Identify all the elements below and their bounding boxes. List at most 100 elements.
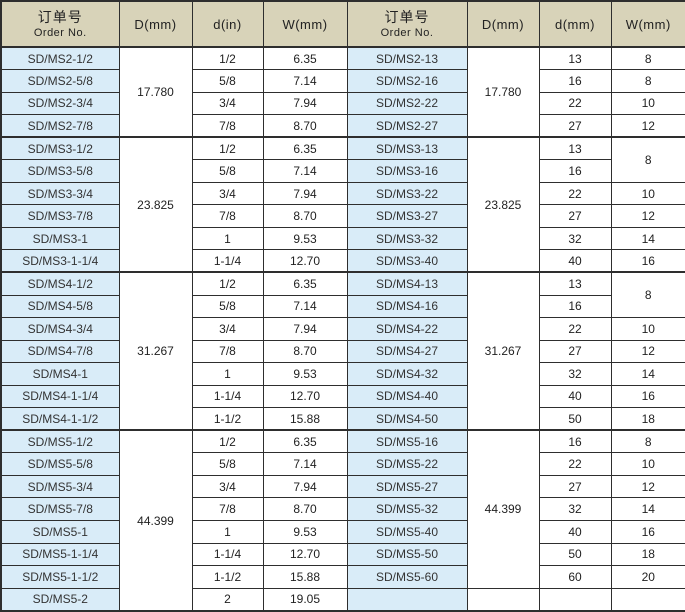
value-cell — [538, 587, 612, 612]
value-cell: 27 — [538, 114, 612, 138]
value-cell: 7.94 — [262, 317, 348, 341]
col-header-label: W(mm) — [282, 16, 328, 32]
order-no-cell: SD/MS3-5/8 — [0, 159, 120, 183]
table-row: SD/MS5-5/8 5/8 7.14 SD/MS5-22 22 10 — [0, 452, 685, 476]
col-header-d-mm-left: D(mm) — [118, 0, 193, 48]
order-no-cell: SD/MS4-27 — [346, 339, 468, 364]
order-no-cell: SD/MS5-1-1/4 — [0, 542, 120, 567]
order-no-cell: SD/MS3-13 — [346, 136, 468, 161]
order-no-cell: SD/MS5-1 — [0, 519, 120, 544]
value-cell: 16 — [610, 384, 685, 409]
value-cell: 8 — [610, 136, 685, 183]
value-cell: 6.35 — [262, 46, 348, 71]
order-no-cell: SD/MS2-5/8 — [0, 69, 120, 93]
order-no-cell: SD/MS2-3/4 — [0, 91, 120, 116]
value-cell: 5/8 — [191, 69, 264, 93]
value-cell: 12.70 — [262, 542, 348, 567]
value-cell: 1/2 — [191, 271, 264, 296]
order-no-cell: SD/MS2-27 — [346, 114, 468, 138]
value-cell: 13 — [538, 46, 612, 71]
col-header-zh-label: 订单号 — [384, 9, 430, 26]
value-cell: 7/8 — [191, 497, 264, 521]
value-cell: 23.825 — [466, 136, 540, 273]
value-cell: 12 — [610, 339, 685, 364]
order-no-cell: SD/MS4-1/2 — [0, 271, 120, 296]
order-no-cell: SD/MS4-5/8 — [0, 294, 120, 319]
order-no-cell: SD/MS4-1-1/2 — [0, 407, 120, 431]
value-cell: 3/4 — [191, 317, 264, 341]
order-no-cell: SD/MS5-22 — [346, 452, 468, 476]
col-header-d-mm: d(mm) — [538, 0, 612, 48]
value-cell: 7/8 — [191, 114, 264, 138]
value-cell: 22 — [538, 91, 612, 116]
value-cell: 16 — [538, 294, 612, 319]
value-cell: 32 — [538, 226, 612, 251]
order-no-cell: SD/MS4-3/4 — [0, 317, 120, 341]
value-cell: 40 — [538, 519, 612, 544]
value-cell: 6.35 — [262, 136, 348, 161]
value-cell: 15.88 — [262, 407, 348, 431]
order-no-cell: SD/MS4-32 — [346, 362, 468, 386]
col-header-label: d(mm) — [554, 16, 596, 32]
value-cell: 8.70 — [262, 497, 348, 521]
value-cell: 23.825 — [118, 136, 193, 273]
order-no-cell: SD/MS4-22 — [346, 317, 468, 341]
order-no-cell: SD/MS5-32 — [346, 497, 468, 521]
value-cell: 10 — [610, 91, 685, 116]
value-cell: 8 — [610, 271, 685, 319]
table-row: SD/MS5-3/4 3/4 7.94 SD/MS5-27 27 12 — [0, 474, 685, 499]
value-cell: 7.14 — [262, 159, 348, 183]
value-cell: 7.14 — [262, 69, 348, 93]
table-row: SD/MS3-1/2 23.825 1/2 6.35 SD/MS3-13 23.825 13… — [0, 136, 685, 273]
value-cell: 19.05 — [262, 587, 348, 612]
value-cell: 7.94 — [262, 181, 348, 206]
col-header-order-right: 订单号 Order No. — [346, 0, 468, 48]
table-body: SD/MS2-1/2 17.780 1/2 6.35 SD/MS2-13 17.780 13… — [0, 46, 685, 612]
value-cell: 2 — [191, 587, 264, 612]
value-cell: 1 — [191, 519, 264, 544]
order-no-cell: SD/MS5-40 — [346, 519, 468, 544]
value-cell: 16 — [538, 159, 612, 183]
order-no-cell: SD/MS3-1/2 — [0, 136, 120, 161]
table-row: SD/MS4-5/8 5/8 7.14 SD/MS4-16 16 — [0, 294, 685, 319]
value-cell: 5/8 — [191, 159, 264, 183]
value-cell: 50 — [538, 407, 612, 431]
value-cell: 16 — [610, 519, 685, 544]
value-cell: 8 — [610, 69, 685, 93]
value-cell: 8 — [610, 429, 685, 454]
value-cell: 22 — [538, 452, 612, 476]
value-cell: 50 — [538, 542, 612, 567]
value-cell: 7/8 — [191, 339, 264, 364]
value-cell: 32 — [538, 497, 612, 521]
table-row: SD/MS5-1/2 44.399 1/2 6.35 SD/MS5-16 44.399 16… — [0, 429, 685, 612]
table-header: 订单号 Order No. D(mm) d(in) W(mm) 订单号 Order No. D… — [0, 0, 685, 48]
order-no-cell: SD/MS3-40 — [346, 249, 468, 273]
table-row: SD/MS4-1-1/2 1-1/2 15.88 SD/MS4-50 50 18 — [0, 407, 685, 431]
col-header-label: W(mm) — [625, 16, 671, 32]
table-row: SD/MS5-1 1 9.53 SD/MS5-40 40 16 — [0, 519, 685, 544]
value-cell: 10 — [610, 452, 685, 476]
value-cell: 17.780 — [466, 46, 540, 138]
order-no-cell: SD/MS3-1-1/4 — [0, 249, 120, 273]
order-no-cell: SD/MS4-50 — [346, 407, 468, 431]
table-row: SD/MS4-3/4 3/4 7.94 SD/MS4-22 22 10 — [0, 317, 685, 341]
order-no-cell: SD/MS2-22 — [346, 91, 468, 116]
order-no-cell: SD/MS4-1-1/4 — [0, 384, 120, 409]
value-cell: 1/2 — [191, 429, 264, 454]
value-cell: 16 — [538, 69, 612, 93]
value-cell: 3/4 — [191, 91, 264, 116]
value-cell: 18 — [610, 407, 685, 431]
order-no-cell: SD/MS2-1/2 — [0, 46, 120, 71]
order-no-cell: SD/MS3-3/4 — [0, 181, 120, 206]
col-header-label: D(mm) — [481, 16, 525, 32]
value-cell: 8.70 — [262, 114, 348, 138]
value-cell: 8.70 — [262, 204, 348, 228]
col-header-zh-label: 订单号 — [37, 9, 83, 26]
value-cell: 1/2 — [191, 46, 264, 71]
value-cell — [610, 587, 685, 612]
table-row: SD/MS4-1/2 31.267 1/2 6.35 SD/MS4-13 31.267 13… — [0, 271, 685, 431]
value-cell: 3/4 — [191, 181, 264, 206]
table-row: SD/MS4-7/8 7/8 8.70 SD/MS4-27 27 12 — [0, 339, 685, 364]
value-cell: 12 — [610, 204, 685, 228]
